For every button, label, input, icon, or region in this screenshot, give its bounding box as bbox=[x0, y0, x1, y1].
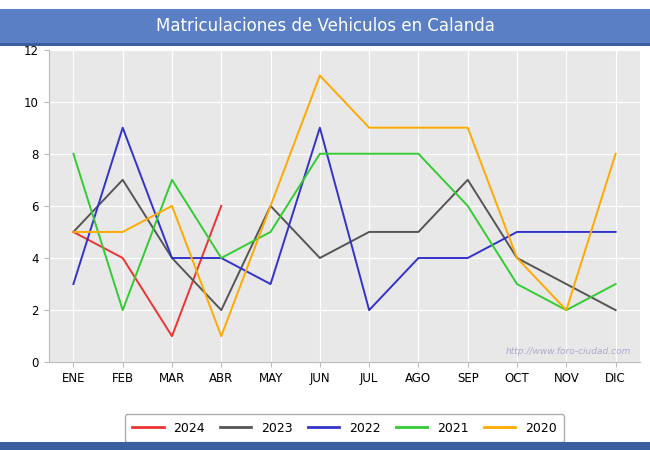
Text: http://www.foro-ciudad.com: http://www.foro-ciudad.com bbox=[506, 347, 631, 356]
Legend: 2024, 2023, 2022, 2021, 2020: 2024, 2023, 2022, 2021, 2020 bbox=[125, 414, 564, 442]
Text: Matriculaciones de Vehiculos en Calanda: Matriculaciones de Vehiculos en Calanda bbox=[155, 17, 495, 35]
